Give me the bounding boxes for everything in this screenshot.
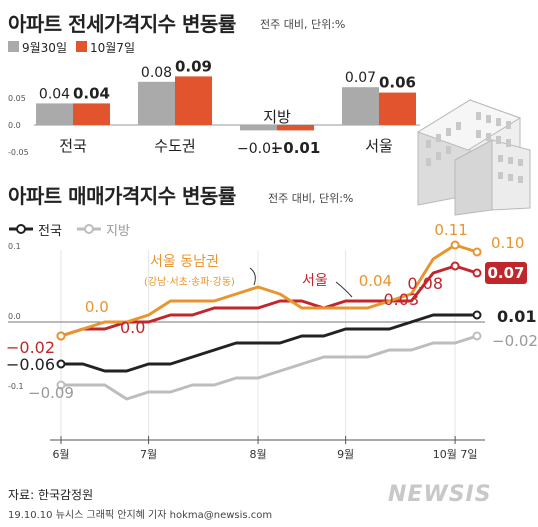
chart2-x-label: 9월 — [337, 448, 354, 461]
chart2-value-label: −0.02 — [6, 338, 55, 357]
chart2-x-label: 10월 7일 — [433, 447, 478, 461]
chart1-category-label: 수도권 — [154, 137, 195, 155]
chart2-value-label: 0.0 — [85, 298, 109, 316]
legend-label-oct7: 10월7일 — [90, 41, 135, 55]
chart2-point-marker — [450, 240, 460, 250]
chart1-value-label: 0.06 — [379, 74, 416, 92]
chart1-y-tick: 0.05 — [8, 94, 26, 103]
chart2-point-marker — [472, 268, 482, 278]
chart2-series-line — [60, 243, 478, 338]
chart1-value-label: −0.01 — [237, 141, 280, 157]
chart2-value-label: −0.09 — [28, 384, 74, 402]
chart2-series-name: 서울 동남권 — [150, 254, 219, 270]
chart2-series-sub: (강남·서초·송파·강동) — [144, 276, 235, 288]
chart1-value-label: 0.04 — [73, 84, 110, 102]
chart2-series-name: 서울 — [302, 273, 328, 289]
chart2-value-label: 0.01 — [497, 307, 536, 326]
chart1-bar — [138, 81, 175, 125]
chart1-value-label: 0.07 — [345, 70, 376, 86]
chart2-value-label: 0.10 — [491, 234, 524, 252]
chart2-series-line — [61, 313, 477, 373]
chart1-y-tick: -0.05 — [8, 148, 29, 157]
legend-label-national: 전국 — [38, 224, 62, 239]
chart2-point-marker — [56, 359, 66, 369]
chart2-point-marker — [450, 261, 460, 271]
legend-label-sep30: 9월30일 — [22, 41, 67, 55]
chart1-category-label: 지방 — [263, 108, 291, 126]
legend-swatch-oct7 — [76, 41, 87, 52]
chart2-point-marker — [472, 331, 482, 341]
chart2-y-tick: 0.1 — [8, 242, 21, 251]
chart1-bar — [379, 92, 416, 125]
chart1-title: 아파트 전세가격지수 변동률 — [8, 12, 236, 36]
chart1-plot: 0.05 0.0 -0.05 0.04 0.08 −0.01 0.07 0.04 0.09 −0.… — [8, 57, 420, 157]
chart2-annotation-arrow — [249, 267, 256, 286]
chart2-y-tick: -0.1 — [8, 382, 24, 391]
chart2-point-marker — [472, 310, 482, 320]
chart1-category-label: 서울 — [365, 137, 393, 155]
chart1-value-label: 0.08 — [141, 65, 172, 81]
chart2-x-label: 8월 — [249, 448, 266, 461]
chart1-value-label: 0.09 — [175, 57, 212, 75]
chart2-value-label: 0.11 — [434, 221, 467, 239]
chart2-series-line — [61, 334, 478, 401]
legend-swatch-sep30 — [8, 41, 19, 52]
chart1-y-tick: 0.0 — [8, 121, 21, 130]
chart1-value-label: −0.01 — [271, 139, 321, 157]
chart2-point-marker — [56, 331, 66, 341]
newsis-logo: NEWSIS — [388, 482, 492, 507]
credit-text: 19.10.10 뉴시스 그래픽 안지혜 기자 hokma@newsis.com — [8, 510, 273, 521]
chart2-annotation-arrow — [335, 281, 353, 298]
chart2-value-label: 0.08 — [407, 274, 443, 293]
chart1-bar — [73, 103, 110, 125]
chart2-value-label: 0.03 — [384, 290, 420, 309]
chart2-value-label: 0.0 — [120, 318, 145, 337]
chart2-x-label: 7월 — [140, 448, 157, 461]
source-text: 자료: 한국감정원 — [8, 488, 94, 502]
chart1-bar — [240, 125, 277, 131]
chart2-y-tick: 0.0 — [8, 312, 21, 321]
chart2-value-label: −0.02 — [492, 332, 538, 350]
chart1-bar — [342, 87, 379, 125]
chart2-point-marker — [56, 380, 66, 390]
chart2-x-label: 6월 — [52, 448, 69, 461]
chart2-point-marker — [472, 247, 482, 257]
chart1-subtitle: 전주 대비, 단위:% — [260, 18, 346, 31]
chart2-label-box — [485, 262, 527, 284]
chart2-value-label: 0.07 — [487, 264, 524, 282]
chart1-category-label: 전국 — [59, 137, 87, 155]
chart1-bar — [36, 103, 73, 125]
chart2-value-label: −0.06 — [6, 355, 55, 374]
chart1-bar — [175, 76, 212, 125]
legend-marker-regional — [77, 224, 101, 234]
chart1-bar — [277, 125, 314, 131]
legend-label-regional: 지방 — [106, 224, 130, 239]
chart2-value-label: 0.04 — [359, 272, 392, 290]
legend-marker-national — [9, 224, 33, 234]
chart2-subtitle: 전주 대비, 단위:% — [268, 192, 354, 205]
chart1-value-label: 0.04 — [39, 86, 70, 102]
chart2-title: 아파트 매매가격지수 변동률 — [8, 184, 236, 208]
